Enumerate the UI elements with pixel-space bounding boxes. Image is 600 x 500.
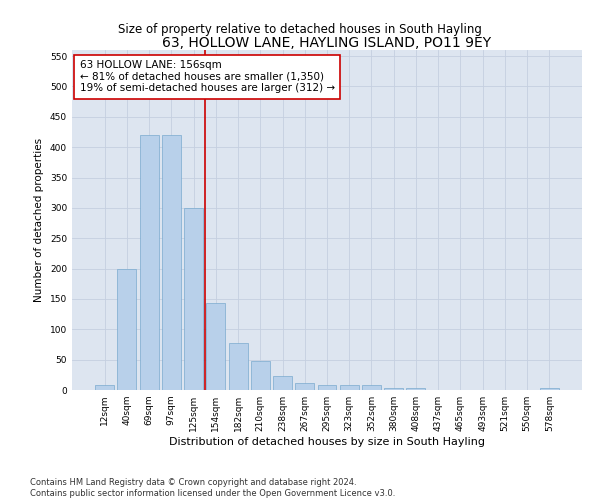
- Title: 63, HOLLOW LANE, HAYLING ISLAND, PO11 9EY: 63, HOLLOW LANE, HAYLING ISLAND, PO11 9E…: [163, 36, 491, 50]
- Bar: [362, 385, 381, 390]
- Bar: [140, 135, 158, 390]
- Bar: [406, 388, 425, 390]
- Text: Size of property relative to detached houses in South Hayling: Size of property relative to detached ho…: [118, 22, 482, 36]
- Bar: [340, 385, 359, 390]
- Y-axis label: Number of detached properties: Number of detached properties: [34, 138, 44, 302]
- Text: 63 HOLLOW LANE: 156sqm
← 81% of detached houses are smaller (1,350)
19% of semi-: 63 HOLLOW LANE: 156sqm ← 81% of detached…: [80, 60, 335, 94]
- Bar: [184, 208, 203, 390]
- Bar: [206, 303, 225, 390]
- Bar: [540, 388, 559, 390]
- Text: Contains HM Land Registry data © Crown copyright and database right 2024.
Contai: Contains HM Land Registry data © Crown c…: [30, 478, 395, 498]
- Bar: [295, 382, 314, 390]
- X-axis label: Distribution of detached houses by size in South Hayling: Distribution of detached houses by size …: [169, 437, 485, 447]
- Bar: [384, 388, 403, 390]
- Bar: [251, 361, 270, 390]
- Bar: [162, 135, 181, 390]
- Bar: [317, 385, 337, 390]
- Bar: [273, 376, 292, 390]
- Bar: [229, 344, 248, 390]
- Bar: [118, 268, 136, 390]
- Bar: [95, 385, 114, 390]
